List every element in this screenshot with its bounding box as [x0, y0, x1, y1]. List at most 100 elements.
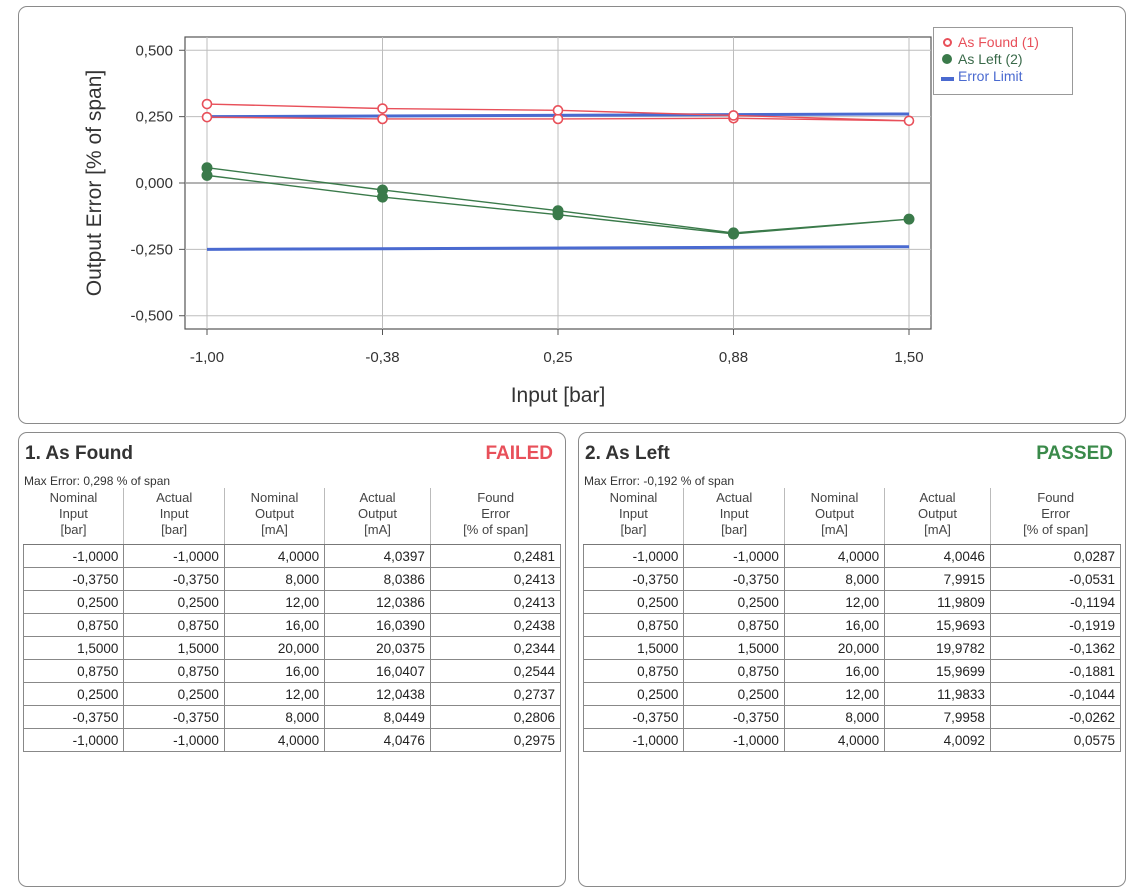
table-cell: 0,2500 [582, 590, 685, 614]
column-header-line: Nominal [49, 490, 98, 505]
table-cell: -0,3750 [123, 567, 225, 591]
table-row: 0,2500 0,2500 12,00 11,9833 -0,1044 [582, 682, 1122, 706]
table-cell: 0,8750 [22, 613, 125, 637]
table-cell: 0,2481 [429, 544, 562, 568]
table-cell: 0,2413 [429, 590, 562, 614]
table-cell: -1,0000 [123, 544, 225, 568]
table-row: -0,3750 -0,3750 8,000 7,9958 -0,0262 [582, 705, 1122, 729]
table-cell: 0,2413 [429, 567, 562, 591]
x-tick-label: 0,25 [543, 349, 572, 366]
column-header-line: Nominal [810, 490, 859, 505]
table-cell: 1,5000 [683, 636, 785, 660]
table-cell: 4,0046 [884, 544, 991, 568]
column-header-line: Error [1041, 506, 1071, 521]
as-found-point [201, 111, 213, 123]
table-cell: 0,2500 [683, 682, 785, 706]
column-header-line: Output [357, 506, 398, 521]
table-cell: 15,9699 [884, 659, 991, 683]
table-cell: 0,2500 [22, 590, 125, 614]
table-cell: -0,3750 [683, 567, 785, 591]
table-cell: -1,0000 [582, 728, 685, 752]
error-limit-line [206, 245, 910, 251]
x-axis-label: Input [bar] [511, 384, 606, 407]
as-left-point [377, 184, 388, 196]
column-header-line: Actual [716, 490, 753, 505]
as-found-point [552, 113, 564, 125]
table-cell: -0,3750 [683, 705, 785, 729]
legend-label-error-limit: Error Limit [958, 68, 1023, 84]
column-header: Actual Input [bar] [683, 488, 785, 545]
table-cell: 0,2500 [22, 682, 125, 706]
legend-item-as-left: As Left (2) [940, 51, 1072, 68]
as-left-point [552, 205, 564, 217]
column-header-line: Input [719, 506, 749, 521]
table-row: 0,8750 0,8750 16,00 16,0407 0,2544 [22, 659, 562, 683]
table-cell: 12,00 [223, 590, 326, 614]
legend-label-as-found: As Found (1) [958, 34, 1039, 50]
column-header: Found Error [% of span] [989, 488, 1121, 545]
y-tick-label: 0,250 [135, 109, 173, 126]
open-circle-icon [942, 38, 952, 47]
table-cell: 16,00 [223, 613, 326, 637]
table-cell: 4,0397 [324, 544, 431, 568]
as-found-max-error: Max Error: 0,298 % of span [24, 474, 171, 488]
x-tick-label: -1,00 [190, 349, 224, 366]
table-row: 0,8750 0,8750 16,00 16,0390 0,2438 [22, 613, 562, 637]
column-header-line: Input [159, 506, 189, 521]
column-header: Actual Output [mA] [324, 488, 431, 545]
table-cell: 11,9809 [884, 590, 991, 614]
table-cell: 0,2500 [123, 590, 225, 614]
table-cell: 16,0407 [324, 659, 431, 683]
x-tick-label: 0,88 [719, 349, 748, 366]
table-row: -0,3750 -0,3750 8,000 8,0386 0,2413 [22, 567, 562, 591]
table-cell: 0,8750 [683, 659, 785, 683]
x-tick-label: 1,50 [894, 349, 923, 366]
as-found-panel: 1. As Found FAILED Max Error: 0,298 % of… [18, 432, 566, 887]
column-header-line: [% of span] [1023, 522, 1089, 537]
table-cell: 4,0000 [783, 544, 886, 568]
table-cell: 16,00 [783, 659, 886, 683]
table-cell: -0,1044 [989, 682, 1122, 706]
table-cell: -0,1881 [989, 659, 1122, 683]
table-cell: 1,5000 [582, 636, 685, 660]
as-left-point [903, 213, 915, 225]
table-cell: 0,0287 [989, 544, 1122, 568]
table-row: 0,8750 0,8750 16,00 15,9693 -0,1919 [582, 613, 1122, 637]
table-cell: 4,0476 [324, 728, 431, 752]
as-found-point [552, 105, 564, 116]
column-header-line: [bar] [161, 522, 188, 537]
table-cell: 0,0575 [989, 728, 1122, 752]
table-cell: -0,1194 [989, 590, 1122, 614]
table-cell: 12,00 [223, 682, 326, 706]
as-left-panel: 2. As Left PASSED Max Error: -0,192 % of… [578, 432, 1126, 887]
table-cell: -1,0000 [582, 544, 685, 568]
column-header-line: Input [59, 506, 88, 521]
table-cell: 1,5000 [22, 636, 125, 660]
table-row: 1,5000 1,5000 20,000 19,9782 -0,1362 [582, 636, 1122, 660]
table-cell: 19,9782 [884, 636, 991, 660]
column-header-line: [bar] [721, 522, 748, 537]
table-cell: 16,00 [223, 659, 326, 683]
table-cell: 0,8750 [123, 659, 225, 683]
column-header: Actual Output [mA] [884, 488, 991, 545]
table-row: -0,3750 -0,3750 8,000 7,9915 -0,0531 [582, 567, 1122, 591]
table-cell: 12,00 [783, 682, 886, 706]
line-icon [940, 77, 954, 81]
as-found-status: FAILED [485, 443, 553, 464]
table-cell: 11,9833 [884, 682, 991, 706]
table-row: 1,5000 1,5000 20,000 20,0375 0,2344 [22, 636, 562, 660]
y-tick-label: -0,250 [130, 241, 173, 258]
table-cell: 8,0386 [324, 567, 431, 591]
column-header-line: [mA] [364, 522, 391, 537]
table-row: 0,8750 0,8750 16,00 15,9699 -0,1881 [582, 659, 1122, 683]
table-cell: 0,2438 [429, 613, 562, 637]
chart-panel: 0,500 0,250 0,000 -0,250 -0,500 -1,00 -0,38 0,2… [18, 6, 1126, 424]
column-header-line: Output [254, 506, 295, 521]
table-row: -1,0000 -1,0000 4,0000 4,0476 0,2975 [22, 728, 562, 752]
legend-label-as-left: As Left (2) [958, 51, 1023, 67]
legend-item-error-limit: Error Limit [940, 68, 1072, 85]
y-tick-label: 0,500 [135, 42, 173, 59]
table-cell: 20,000 [223, 636, 326, 660]
as-left-point [201, 162, 213, 174]
as-left-title: 2. As Left [585, 443, 670, 464]
